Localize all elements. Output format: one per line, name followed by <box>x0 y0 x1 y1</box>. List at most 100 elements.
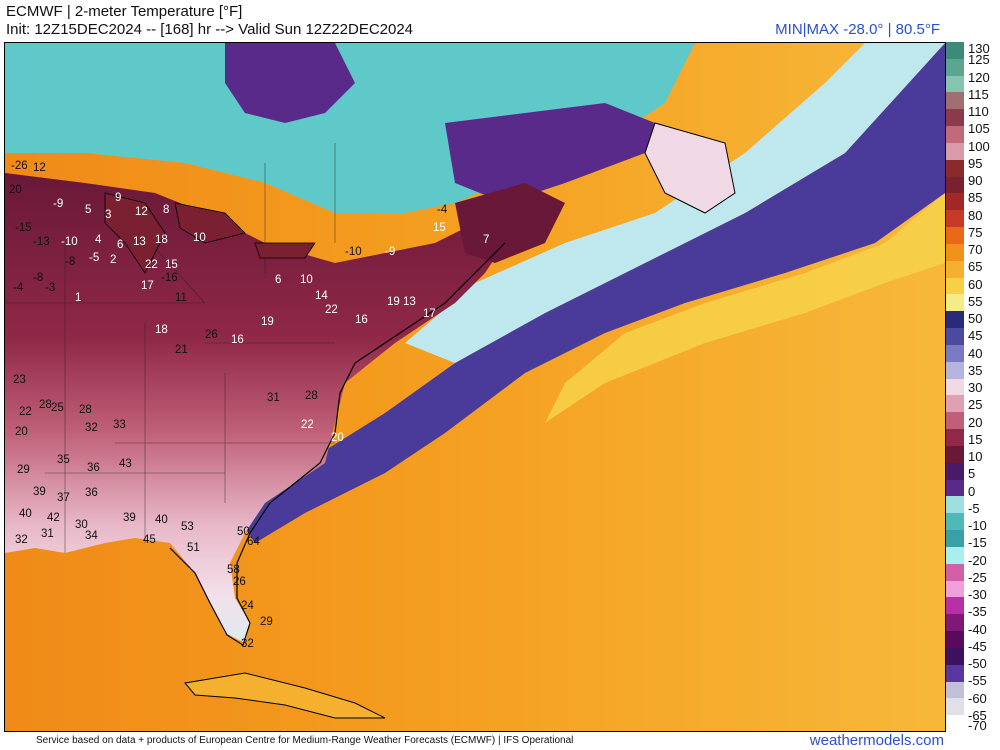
colorbar-tick-label: 5 <box>968 466 976 482</box>
colorbar-tick-label: 65 <box>968 259 983 275</box>
colorbar-tick-label: 40 <box>968 345 983 361</box>
colorbar-segment <box>946 58 964 77</box>
temperature-label: 19 <box>261 316 274 328</box>
colorbar-tick-label: -45 <box>968 638 987 654</box>
colorbar-segment <box>946 227 964 245</box>
colorbar-tick-label: 130 <box>968 41 990 56</box>
colorbar-segment <box>946 260 964 279</box>
temperature-label: 18 <box>155 324 168 336</box>
temperature-label: 34 <box>85 530 98 542</box>
colorbar-segment <box>946 429 964 447</box>
temperature-label: 28 <box>305 390 318 402</box>
cuba <box>184 672 386 719</box>
colorbar-segment <box>946 647 964 666</box>
colorbar-segment <box>946 193 964 211</box>
temperature-label: -9 <box>53 198 63 210</box>
temperature-label: 16 <box>231 334 244 346</box>
temperature-label: -13 <box>33 236 50 248</box>
temperature-label: 28 <box>39 399 52 411</box>
maritimes-cold <box>455 183 565 263</box>
temperature-label: 40 <box>155 514 168 526</box>
temperature-label: 10 <box>193 232 206 244</box>
colorbar-segment <box>946 277 964 295</box>
colorbar-segment <box>946 361 964 380</box>
temperature-label: 25 <box>51 402 64 414</box>
colorbar-segment <box>946 698 964 716</box>
state-borders <box>5 143 336 553</box>
colorbar-segment <box>946 159 964 178</box>
temperature-label: -10 <box>345 246 362 258</box>
temperature-label: 36 <box>87 462 100 474</box>
colorbar-tick-label: 105 <box>968 121 990 137</box>
temperature-label: 6 <box>117 239 123 251</box>
colorbar-segment <box>946 243 964 262</box>
colorbar-tick-label: 85 <box>968 190 983 206</box>
temperature-label: 29 <box>17 464 30 476</box>
colorbar-segment <box>946 142 964 161</box>
temperature-label: 32 <box>241 638 254 650</box>
colorbar-tick-label: 125 <box>968 52 990 68</box>
colorbar-segment <box>946 210 964 228</box>
colorbar-tick-label: 80 <box>968 207 983 223</box>
temperature-label: 30 <box>75 519 88 531</box>
temperature-label: 13 <box>133 236 146 248</box>
colorbar-tick-label: -15 <box>968 535 987 551</box>
colorbar-tick-label: 120 <box>968 69 990 85</box>
temperature-label: -4 <box>437 204 448 216</box>
temperature-label: 22 <box>19 406 32 418</box>
great-lakes <box>104 192 316 274</box>
colorbar-segment <box>946 412 964 430</box>
colorbar-segment <box>946 462 964 481</box>
site-link[interactable]: weathermodels.com <box>809 732 944 749</box>
temperature-label: -9 <box>385 246 395 258</box>
colorbar-tick-label: -65 <box>968 707 987 723</box>
temperature-label: 45 <box>143 534 156 546</box>
temperature-label: -8 <box>65 256 75 268</box>
temperature-label: 40 <box>19 508 32 520</box>
temperature-label: 1 <box>75 292 81 304</box>
newfoundland <box>644 122 736 214</box>
colorbar-tick-label: 25 <box>968 397 983 413</box>
min-max-readout: MIN|MAX -28.0° | 80.5°F <box>775 21 940 38</box>
colorbar-segment <box>946 176 964 194</box>
temperature-label: 53 <box>181 521 194 533</box>
temperature-label: 20 <box>331 432 344 444</box>
colorbar-tick-label: 60 <box>968 276 983 292</box>
colorbar-segment <box>946 530 964 548</box>
colorbar-tick-label: 50 <box>968 311 983 326</box>
temperature-label: 15 <box>433 222 446 234</box>
temperature-label: 20 <box>15 426 28 438</box>
temperature-label: 21 <box>175 344 188 356</box>
colorbar-tick-label: -30 <box>968 587 987 602</box>
colorbar-segment <box>946 42 964 60</box>
temperature-label: 31 <box>267 392 280 404</box>
colorbar-segment <box>946 597 964 615</box>
cold-air-light-blue <box>405 43 945 363</box>
temperature-label: 22 <box>325 304 338 316</box>
temperature-label: -5 <box>89 252 99 264</box>
temperature-label: 64 <box>247 536 260 548</box>
temperature-label: 19 <box>387 296 400 308</box>
colorbar-segment <box>946 395 964 413</box>
colorbar-tick-label: -55 <box>968 673 987 689</box>
temperature-label: 7 <box>483 234 489 246</box>
temperature-label: 3 <box>105 209 111 221</box>
temperature-label: -4 <box>13 282 24 294</box>
temperature-label: -8 <box>33 272 43 284</box>
land-continental <box>5 173 505 643</box>
temperature-label: 37 <box>57 492 70 504</box>
colorbar-segment <box>946 715 964 733</box>
colorbar-tick-label: 95 <box>968 155 983 171</box>
temperature-label: 10 <box>300 274 313 286</box>
colorbar-tick-label: 20 <box>968 414 983 430</box>
temperature-label: 24 <box>241 600 254 612</box>
temperature-label: 22 <box>301 419 314 431</box>
temperature-label: 11 <box>175 292 187 304</box>
map-title: ECMWF | 2-meter Temperature [°F] <box>6 3 243 20</box>
temperature-label: 5 <box>85 204 91 216</box>
temperature-label: 12 <box>135 206 148 218</box>
colorbar-segment <box>946 479 964 497</box>
temperature-label: 12 <box>33 162 46 174</box>
temperature-label: -10 <box>61 236 78 248</box>
